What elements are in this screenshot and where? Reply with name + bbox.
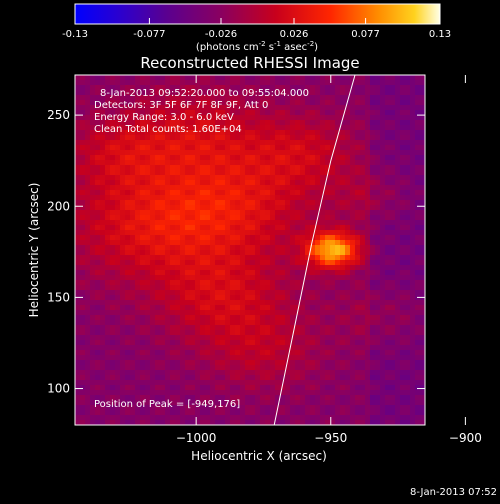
colorbar: -0.13 -0.077 -0.026 0.026 0.077 0.13 (photons… bbox=[62, 3, 451, 53]
colorbar-gradient bbox=[74, 3, 441, 25]
colorbar-tick-label: 0.026 bbox=[280, 29, 309, 40]
y-tick-label: 250 bbox=[47, 108, 70, 122]
y-tick-label: 200 bbox=[47, 199, 70, 213]
colorbar-tick-label: -0.026 bbox=[205, 29, 237, 40]
solar-limb-line bbox=[273, 75, 356, 425]
colorbar-tick-label: -0.077 bbox=[133, 29, 165, 40]
y-axis-label: Heliocentric Y (arcsec) bbox=[27, 183, 41, 318]
info-energy-range: Energy Range: 3.0 - 6.0 keV bbox=[94, 112, 234, 123]
x-axis-label: Heliocentric X (arcsec) bbox=[191, 449, 327, 463]
x-tick-label: −1000 bbox=[176, 431, 217, 445]
colorbar-tick-label: 0.077 bbox=[351, 29, 380, 40]
axis-ticks: −1000 −950 −900 100 150 200 250 bbox=[47, 75, 482, 445]
info-clean-counts: Clean Total counts: 1.60E+04 bbox=[94, 124, 242, 135]
colorbar-unit: (photons cm-2 s-1 asec-2) bbox=[196, 40, 318, 53]
footer-date: 8-Jan-2013 07:52 bbox=[410, 487, 497, 498]
colorbar-tick-label: -0.13 bbox=[62, 29, 88, 40]
chart-title: Reconstructed RHESSI Image bbox=[140, 54, 359, 72]
peak-position-label: Position of Peak = [-949,176] bbox=[94, 399, 240, 410]
info-block: 8-Jan-2013 09:52:20.000 to 09:55:04.000 … bbox=[94, 88, 309, 410]
y-tick-label: 100 bbox=[47, 382, 70, 396]
plot-area: −1000 −950 −900 100 150 200 250 bbox=[47, 74, 482, 445]
heatmap-image bbox=[75, 75, 425, 425]
info-time-range: 8-Jan-2013 09:52:20.000 to 09:55:04.000 bbox=[100, 88, 309, 99]
x-tick-label: −900 bbox=[449, 431, 482, 445]
y-tick-label: 150 bbox=[47, 290, 70, 304]
info-detectors: Detectors: 3F 5F 6F 7F 8F 9F, Att 0 bbox=[94, 100, 268, 111]
colorbar-ticks: -0.13 -0.077 -0.026 0.026 0.077 0.13 bbox=[62, 18, 451, 40]
plot-frame bbox=[74, 74, 426, 426]
x-tick-label: −950 bbox=[314, 431, 347, 445]
colorbar-tick-label: 0.13 bbox=[429, 29, 451, 40]
